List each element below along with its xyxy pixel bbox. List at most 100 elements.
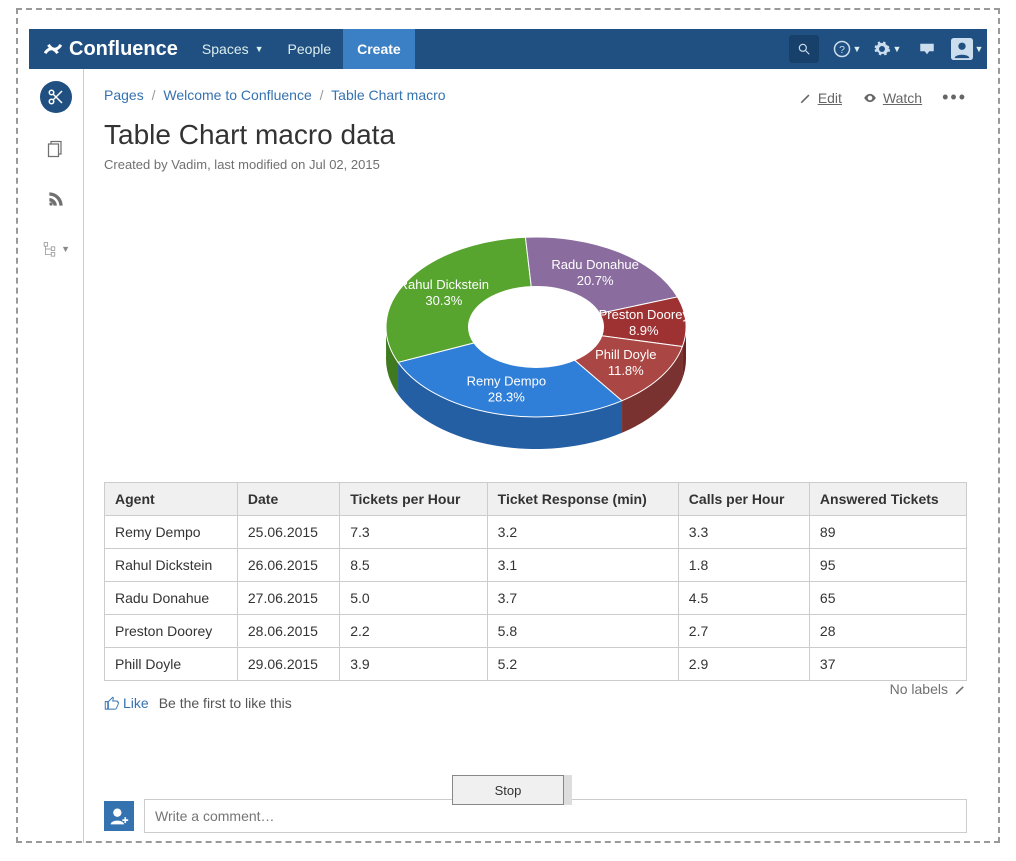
help-menu[interactable]: ? ▼ <box>827 29 867 69</box>
table-cell: Preston Doorey <box>105 615 238 648</box>
table-header: Tickets per Hour <box>340 483 487 516</box>
table-cell: 27.06.2015 <box>237 582 339 615</box>
table-cell: 3.2 <box>487 516 678 549</box>
table-cell: 3.3 <box>678 516 809 549</box>
table-cell: 3.9 <box>340 648 487 681</box>
nav-people[interactable]: People <box>276 29 344 69</box>
table-cell: 95 <box>809 549 966 582</box>
svg-text:11.8%: 11.8% <box>607 363 643 378</box>
table-header: Ticket Response (min) <box>487 483 678 516</box>
stop-button[interactable]: Stop <box>452 775 564 805</box>
nav-people-label: People <box>288 41 332 57</box>
more-actions[interactable]: ••• <box>942 87 967 108</box>
like-status: Be the first to like this <box>159 695 292 711</box>
table-cell: 8.5 <box>340 549 487 582</box>
table-cell: 5.0 <box>340 582 487 615</box>
table-cell: 2.2 <box>340 615 487 648</box>
nav-create-label: Create <box>357 41 401 57</box>
table-header: Date <box>237 483 339 516</box>
page-title: Table Chart macro data <box>104 119 967 151</box>
watch-label: Watch <box>883 90 922 106</box>
avatar-add-icon <box>109 806 129 826</box>
brand[interactable]: Confluence <box>29 38 190 61</box>
page-content: Edit Watch ••• Pages / Welcome to Conflu… <box>84 69 987 843</box>
table-cell: 1.8 <box>678 549 809 582</box>
table-cell: 29.06.2015 <box>237 648 339 681</box>
table-cell: 4.5 <box>678 582 809 615</box>
watch-action[interactable]: Watch <box>862 90 922 106</box>
chevron-down-icon: ▼ <box>61 244 70 254</box>
table-cell: 5.8 <box>487 615 678 648</box>
table-cell: 2.9 <box>678 648 809 681</box>
svg-text:Preston Doorey: Preston Doorey <box>598 307 689 322</box>
table-cell: 28 <box>809 615 966 648</box>
like-label: Like <box>123 695 149 711</box>
labels-section[interactable]: No labels <box>890 681 967 697</box>
space-logo[interactable] <box>40 81 72 113</box>
sidebar-blog[interactable] <box>42 185 70 213</box>
svg-text:30.3%: 30.3% <box>425 293 462 308</box>
profile-menu[interactable]: ▼ <box>947 29 987 69</box>
table-cell: Rahul Dickstein <box>105 549 238 582</box>
chevron-down-icon: ▼ <box>853 44 862 54</box>
chevron-down-icon: ▼ <box>975 44 984 54</box>
page-actions: Edit Watch ••• <box>799 87 967 108</box>
sidebar-tree[interactable]: ▼ <box>42 235 70 263</box>
table-cell: Phill Doyle <box>105 648 238 681</box>
breadcrumb-welcome[interactable]: Welcome to Confluence <box>163 87 311 103</box>
confluence-logo-icon <box>43 39 63 59</box>
table-cell: Remy Dempo <box>105 516 238 549</box>
svg-text:28.3%: 28.3% <box>487 389 524 404</box>
tray-icon <box>918 40 936 58</box>
table-cell: 7.3 <box>340 516 487 549</box>
top-nav: Confluence Spaces ▼ People Create ? ▼ ▼ <box>29 29 987 69</box>
table-cell: 3.7 <box>487 582 678 615</box>
table-cell: 65 <box>809 582 966 615</box>
nav-spaces[interactable]: Spaces ▼ <box>190 29 276 69</box>
comment-avatar <box>104 801 134 831</box>
table-header: Agent <box>105 483 238 516</box>
svg-text:?: ? <box>839 44 845 56</box>
svg-text:Phill Doyle: Phill Doyle <box>595 347 656 362</box>
svg-text:8.9%: 8.9% <box>628 323 658 338</box>
table-cell: 2.7 <box>678 615 809 648</box>
scissors-icon <box>47 88 65 106</box>
tree-icon <box>42 240 59 258</box>
table-cell: Radu Donahue <box>105 582 238 615</box>
table-row: Preston Doorey28.06.20152.25.82.728 <box>105 615 967 648</box>
breadcrumb-pages[interactable]: Pages <box>104 87 144 103</box>
pencil-icon <box>954 683 967 696</box>
brand-text: Confluence <box>69 38 178 61</box>
nav-spaces-label: Spaces <box>202 41 249 57</box>
search-icon <box>797 42 811 56</box>
svg-text:Rahul Dickstein: Rahul Dickstein <box>398 277 488 292</box>
settings-menu[interactable]: ▼ <box>867 29 907 69</box>
table-cell: 25.06.2015 <box>237 516 339 549</box>
search-button[interactable] <box>789 35 819 63</box>
page-meta: Created by Vadim, last modified on Jul 0… <box>104 157 967 172</box>
pencil-icon <box>799 91 813 105</box>
table-cell: 28.06.2015 <box>237 615 339 648</box>
table-row: Remy Dempo25.06.20157.33.23.389 <box>105 516 967 549</box>
svg-text:Remy Dempo: Remy Dempo <box>466 373 545 388</box>
help-icon: ? <box>833 40 851 58</box>
sidebar-pages[interactable] <box>42 135 70 163</box>
stop-label: Stop <box>495 783 522 798</box>
like-button[interactable]: Like <box>104 695 149 711</box>
donut-chart: Remy Dempo28.3%Rahul Dickstein30.3%Radu … <box>326 192 746 472</box>
thumbs-up-icon <box>104 696 119 711</box>
table-row: Rahul Dickstein26.06.20158.53.11.895 <box>105 549 967 582</box>
table-cell: 37 <box>809 648 966 681</box>
pages-icon <box>46 139 66 159</box>
like-section: Like Be the first to like this <box>104 695 890 711</box>
nav-create[interactable]: Create <box>343 29 415 69</box>
notifications[interactable] <box>907 29 947 69</box>
table-cell: 89 <box>809 516 966 549</box>
table-cell: 5.2 <box>487 648 678 681</box>
eye-icon <box>862 91 878 105</box>
edit-action[interactable]: Edit <box>799 90 842 106</box>
breadcrumb-current[interactable]: Table Chart macro <box>331 87 445 103</box>
edit-label: Edit <box>818 90 842 106</box>
table-row: Radu Donahue27.06.20155.03.74.565 <box>105 582 967 615</box>
table-cell: 3.1 <box>487 549 678 582</box>
